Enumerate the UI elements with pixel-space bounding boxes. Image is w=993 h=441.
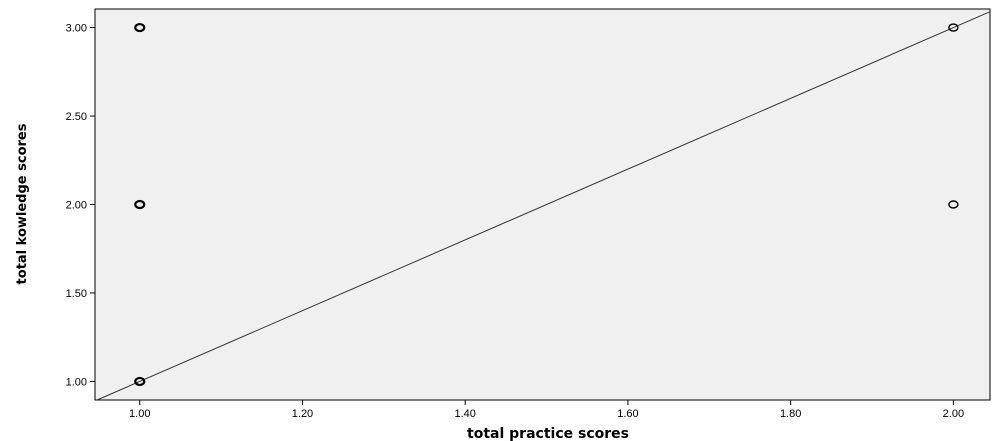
x-axis-title: total practice scores — [467, 426, 629, 441]
y-tick-label: 3.00 — [66, 23, 87, 35]
data-point — [134, 199, 146, 210]
fit-line — [96, 11, 991, 401]
data-point — [948, 200, 959, 209]
data-point — [134, 376, 146, 387]
x-tick-label: 1.00 — [129, 408, 150, 420]
x-tick-label: 2.00 — [943, 408, 964, 420]
x-tick-label: 1.60 — [617, 408, 638, 420]
y-tick-label: 2.50 — [66, 111, 87, 123]
y-tick-label: 1.00 — [66, 376, 87, 388]
y-tick-label: 2.00 — [66, 200, 87, 212]
y-tick-label: 1.50 — [66, 288, 87, 300]
data-point — [948, 23, 959, 32]
y-axis-title: total kowledge scores — [15, 123, 30, 284]
x-tick-label: 1.20 — [292, 408, 313, 420]
data-point — [134, 22, 146, 33]
x-tick-label: 1.40 — [454, 408, 475, 420]
x-tick-label: 1.80 — [780, 408, 801, 420]
plot-area — [94, 8, 991, 401]
